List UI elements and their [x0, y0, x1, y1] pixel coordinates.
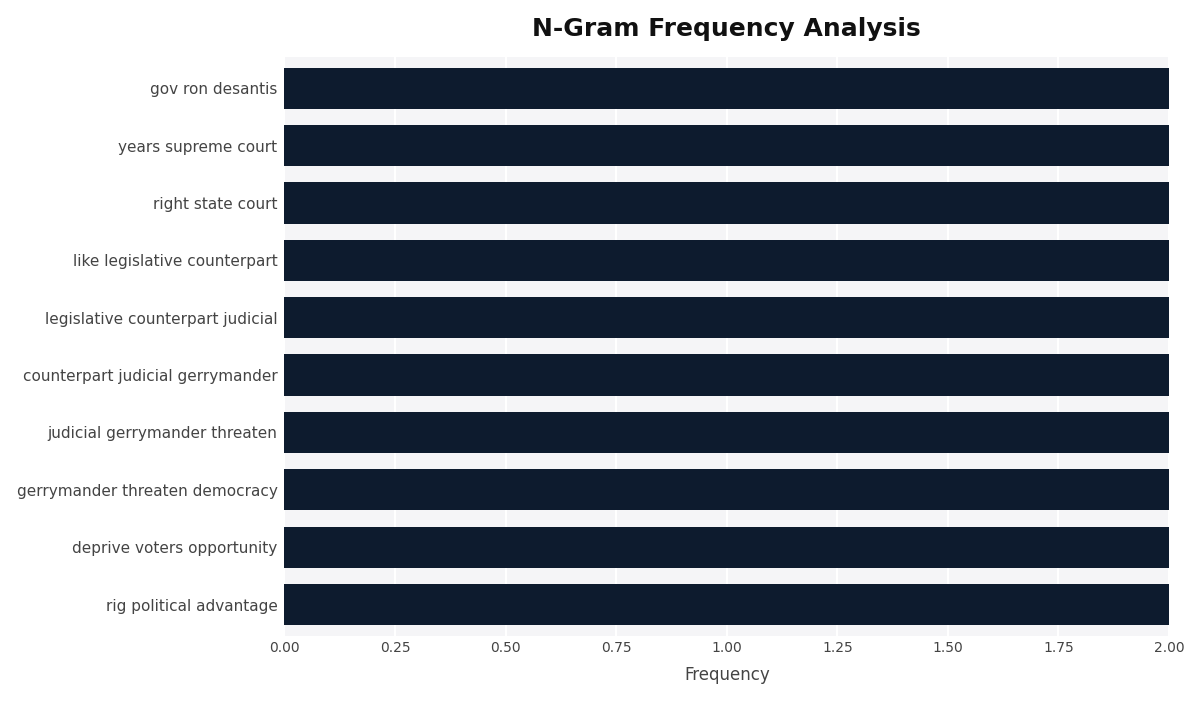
Bar: [285, 526, 1169, 568]
Bar: [285, 182, 1169, 224]
Bar: [285, 355, 1169, 396]
Bar: [285, 584, 1169, 625]
Bar: [285, 411, 1169, 453]
Bar: [285, 240, 1169, 281]
Bar: [285, 125, 1169, 166]
Title: N-Gram Frequency Analysis: N-Gram Frequency Analysis: [532, 17, 921, 41]
Bar: [285, 469, 1169, 510]
X-axis label: Frequency: Frequency: [683, 667, 770, 684]
Bar: [285, 68, 1169, 109]
Bar: [285, 297, 1169, 339]
